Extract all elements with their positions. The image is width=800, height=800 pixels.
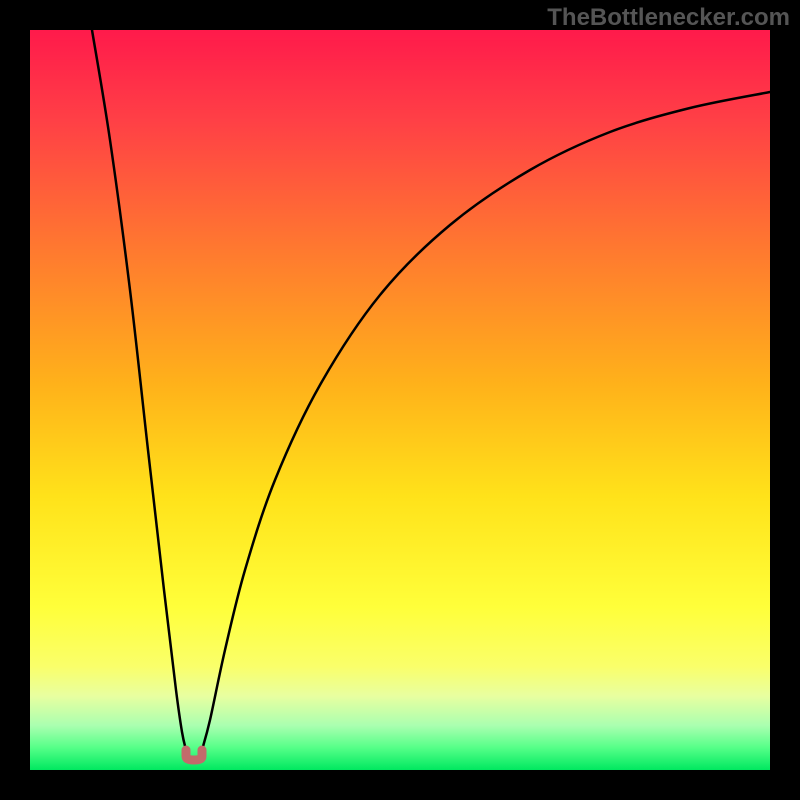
plot-area — [30, 30, 770, 770]
curve-left-branch — [92, 30, 186, 750]
curve-right-branch — [202, 92, 770, 750]
curve-dip-marker — [186, 750, 202, 760]
watermark-text: TheBottlenecker.com — [547, 4, 790, 32]
figure-root: TheBottlenecker.com — [0, 0, 800, 800]
bottleneck-curve — [30, 30, 770, 770]
